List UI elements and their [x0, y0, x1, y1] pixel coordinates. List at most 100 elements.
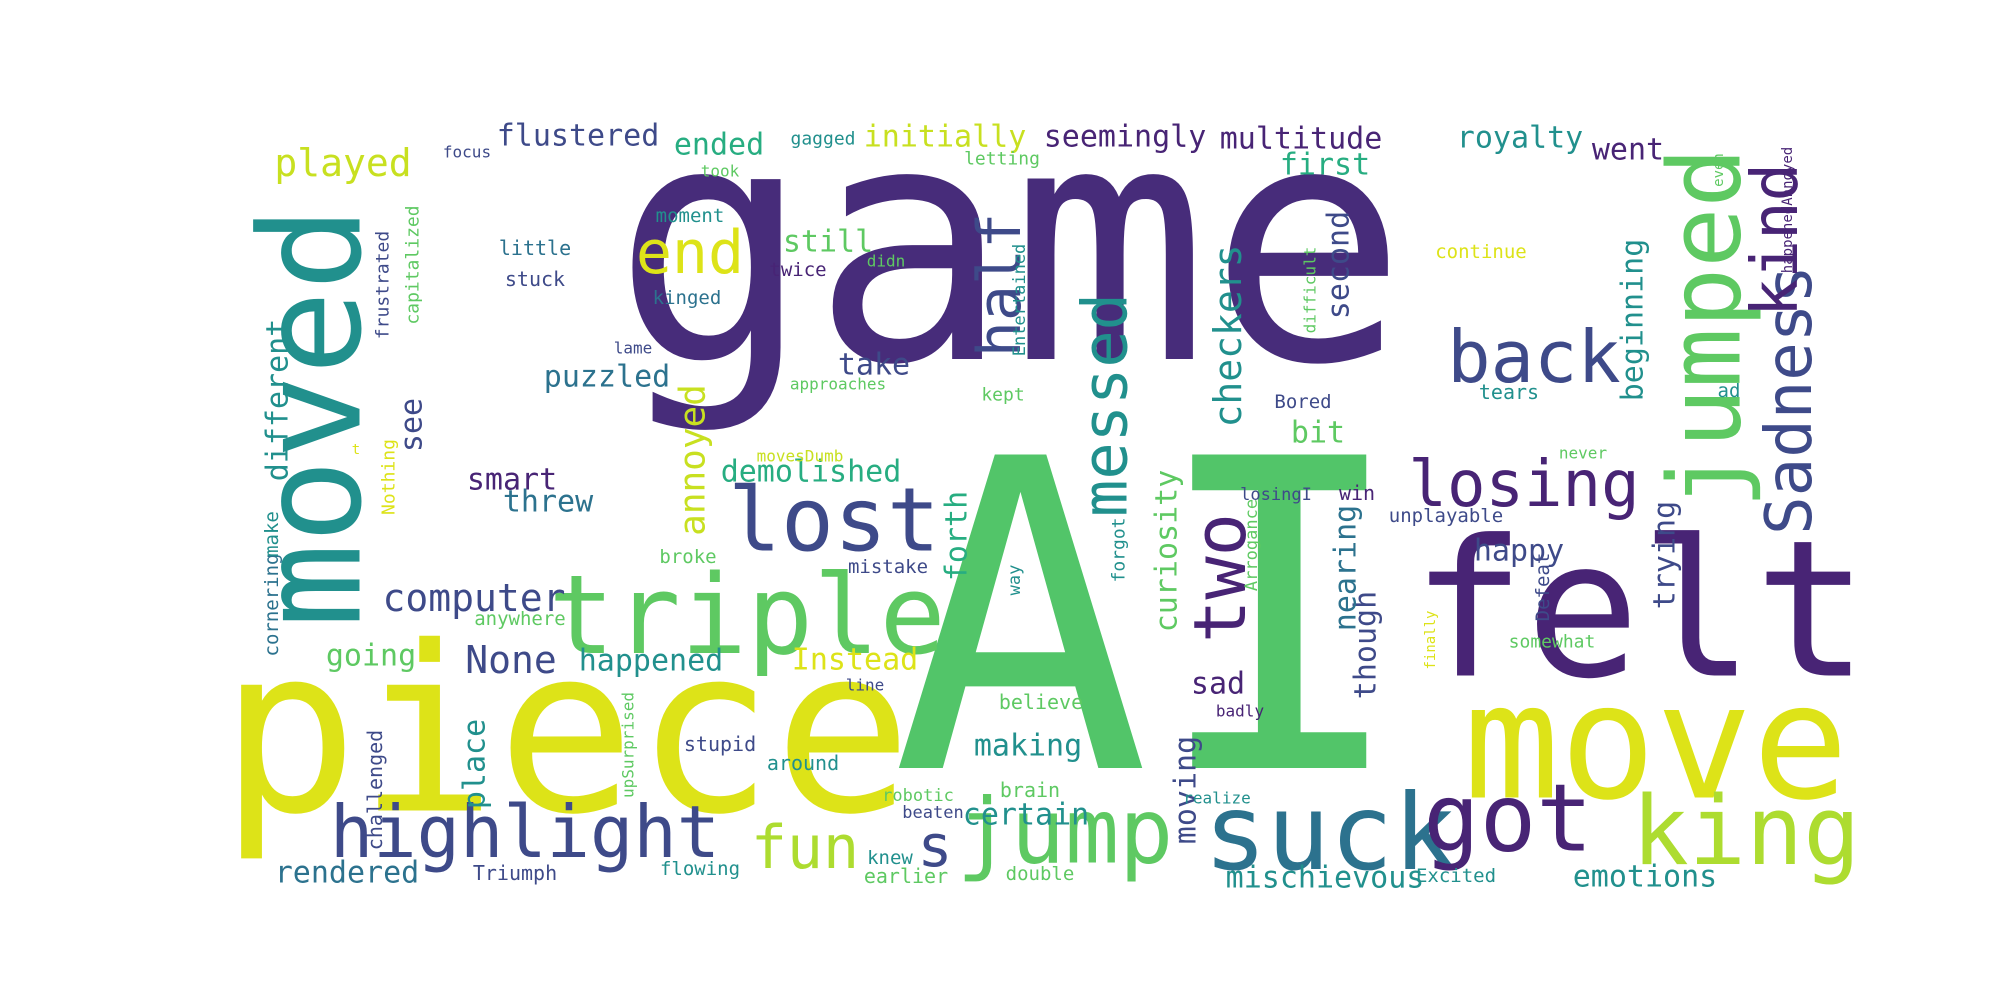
cloud-word-different: different	[261, 319, 296, 482]
cloud-word-trying: trying	[1648, 501, 1683, 609]
cloud-word-triumph: Triumph	[473, 861, 557, 885]
cloud-word-half: half	[965, 213, 1035, 358]
cloud-word-move: move	[1463, 649, 1848, 836]
cloud-word-stuck: stuck	[505, 267, 565, 291]
cloud-word-went: went	[1592, 133, 1664, 168]
cloud-word-believe: believe	[999, 690, 1083, 714]
cloud-word-kind: kind	[1739, 163, 1813, 317]
cloud-word-see: see	[395, 398, 430, 452]
cloud-word-entertained: Entertained	[1010, 244, 1030, 357]
cloud-word-highlight: highlight	[330, 790, 720, 874]
cloud-word-upsurprised: upSurprised	[619, 692, 638, 798]
cloud-word-sadness: Sadness	[1753, 265, 1827, 535]
cloud-word-lame: lame	[614, 339, 653, 358]
cloud-word-none: None	[465, 638, 557, 682]
cloud-word-jumped: jumped	[1647, 147, 1764, 508]
cloud-word-lost: lost	[728, 469, 940, 572]
cloud-word-brain: brain	[1000, 778, 1060, 802]
cloud-word-defeat: Defeat	[1532, 553, 1554, 622]
cloud-word-ended: ended	[674, 128, 764, 163]
cloud-word-nothing: Nothing	[379, 439, 400, 515]
cloud-word-kept: kept	[981, 385, 1024, 406]
cloud-word-king: king	[1632, 777, 1861, 887]
cloud-word-take: take	[838, 348, 910, 383]
cloud-word-even: even	[1711, 153, 1727, 187]
cloud-word-approaches: approaches	[790, 375, 886, 394]
cloud-word-computer: computer	[382, 576, 565, 620]
cloud-word-happened: happened	[579, 644, 724, 679]
cloud-word-though: though	[1349, 591, 1384, 699]
cloud-word-ad: ad	[1718, 380, 1741, 402]
cloud-word-bored: Bored	[1274, 391, 1331, 413]
cloud-word-felt: felt	[1411, 500, 1869, 721]
cloud-word-messed: messed	[1069, 293, 1142, 517]
cloud-word-jump: jump	[957, 780, 1174, 885]
cloud-word-movesdumb: movesDumb	[757, 447, 844, 466]
cloud-word-tears: tears	[1479, 380, 1539, 404]
cloud-word-finally: finally	[1423, 610, 1439, 669]
cloud-word-bit: bit	[1291, 416, 1345, 451]
cloud-word-suck: suck	[1204, 772, 1457, 894]
cloud-word-continue: continue	[1435, 241, 1527, 263]
cloud-word-way: way	[1005, 565, 1025, 596]
cloud-word-twice: twice	[769, 259, 826, 281]
cloud-word-happy: happy	[1474, 534, 1564, 569]
cloud-word-annoyed: annoyed	[673, 384, 714, 536]
cloud-word-win: win	[1339, 481, 1375, 505]
cloud-word-realize: realize	[1183, 789, 1250, 808]
cloud-word-never: never	[1559, 444, 1608, 463]
cloud-word-played: played	[274, 141, 411, 185]
cloud-word-mischievous: mischievous	[1226, 861, 1425, 896]
cloud-word-place: place	[458, 719, 493, 809]
cloud-word-around: around	[767, 751, 839, 775]
cloud-word-forth: forth	[940, 491, 975, 581]
cloud-word-second: second	[1322, 211, 1357, 319]
cloud-word-earlier: earlier	[864, 864, 948, 888]
cloud-word-stupid: stupid	[684, 732, 756, 756]
cloud-word-puzzled: puzzled	[544, 360, 670, 395]
cloud-word-kinged: kinged	[653, 287, 722, 309]
cloud-word-emotions: emotions	[1573, 860, 1718, 895]
cloud-word-nearing: nearing	[1329, 505, 1364, 631]
cloud-word-checkers: checkers	[1206, 244, 1250, 427]
cloud-word-difficult: difficult	[1301, 247, 1320, 334]
cloud-word-forgot: forgot	[1109, 517, 1130, 582]
cloud-word-letting: letting	[964, 149, 1040, 170]
cloud-word-unplayable: unplayable	[1389, 505, 1503, 527]
cloud-word-arrogance: Arrogance	[1242, 499, 1262, 591]
cloud-word-double: double	[1006, 863, 1075, 885]
cloud-word-sad: sad	[1191, 667, 1245, 702]
cloud-word-moment: moment	[656, 205, 725, 227]
cloud-word-back: back	[1447, 315, 1620, 399]
cloud-word-little: little	[499, 236, 571, 260]
cloud-word-cornering: cornering	[261, 554, 283, 657]
cloud-word-moved: moved	[231, 206, 394, 627]
cloud-word-somewhat: somewhat	[1509, 632, 1596, 653]
cloud-word-losing: losing	[1408, 448, 1639, 522]
cloud-word-certain: certain	[963, 798, 1089, 833]
cloud-word-broke: broke	[659, 546, 716, 568]
cloud-word-knew: knew	[867, 847, 913, 869]
cloud-word-smart: smart	[467, 463, 557, 498]
cloud-word-making: making	[974, 729, 1082, 764]
cloud-word-t: t	[352, 442, 360, 458]
cloud-word-curiosity: curiosity	[1150, 470, 1185, 633]
cloud-word-triple: triple	[548, 551, 945, 679]
cloud-word-rendered: rendered	[275, 856, 420, 891]
cloud-word-frustrated: frustrated	[373, 231, 394, 339]
cloud-word-didn: didn	[867, 252, 906, 271]
cloud-word-took: took	[701, 162, 740, 181]
cloud-word-flustered: flustered	[497, 119, 660, 154]
cloud-word-still: still	[783, 225, 873, 260]
cloud-word-gagged: gagged	[790, 129, 855, 150]
cloud-word-got: got	[1423, 765, 1593, 874]
cloud-word-two: two	[1178, 513, 1262, 643]
cloud-word-moving: moving	[1169, 736, 1204, 844]
cloud-word-threw: threw	[503, 485, 594, 520]
cloud-word-fun: fun	[751, 813, 859, 883]
cloud-word-royalty: royalty	[1457, 121, 1583, 156]
cloud-word-going: going	[326, 639, 416, 674]
cloud-word-anywhere: anywhere	[474, 608, 566, 630]
cloud-word-excited: Excited	[1416, 865, 1496, 887]
cloud-word-initially: initially	[864, 120, 1027, 155]
